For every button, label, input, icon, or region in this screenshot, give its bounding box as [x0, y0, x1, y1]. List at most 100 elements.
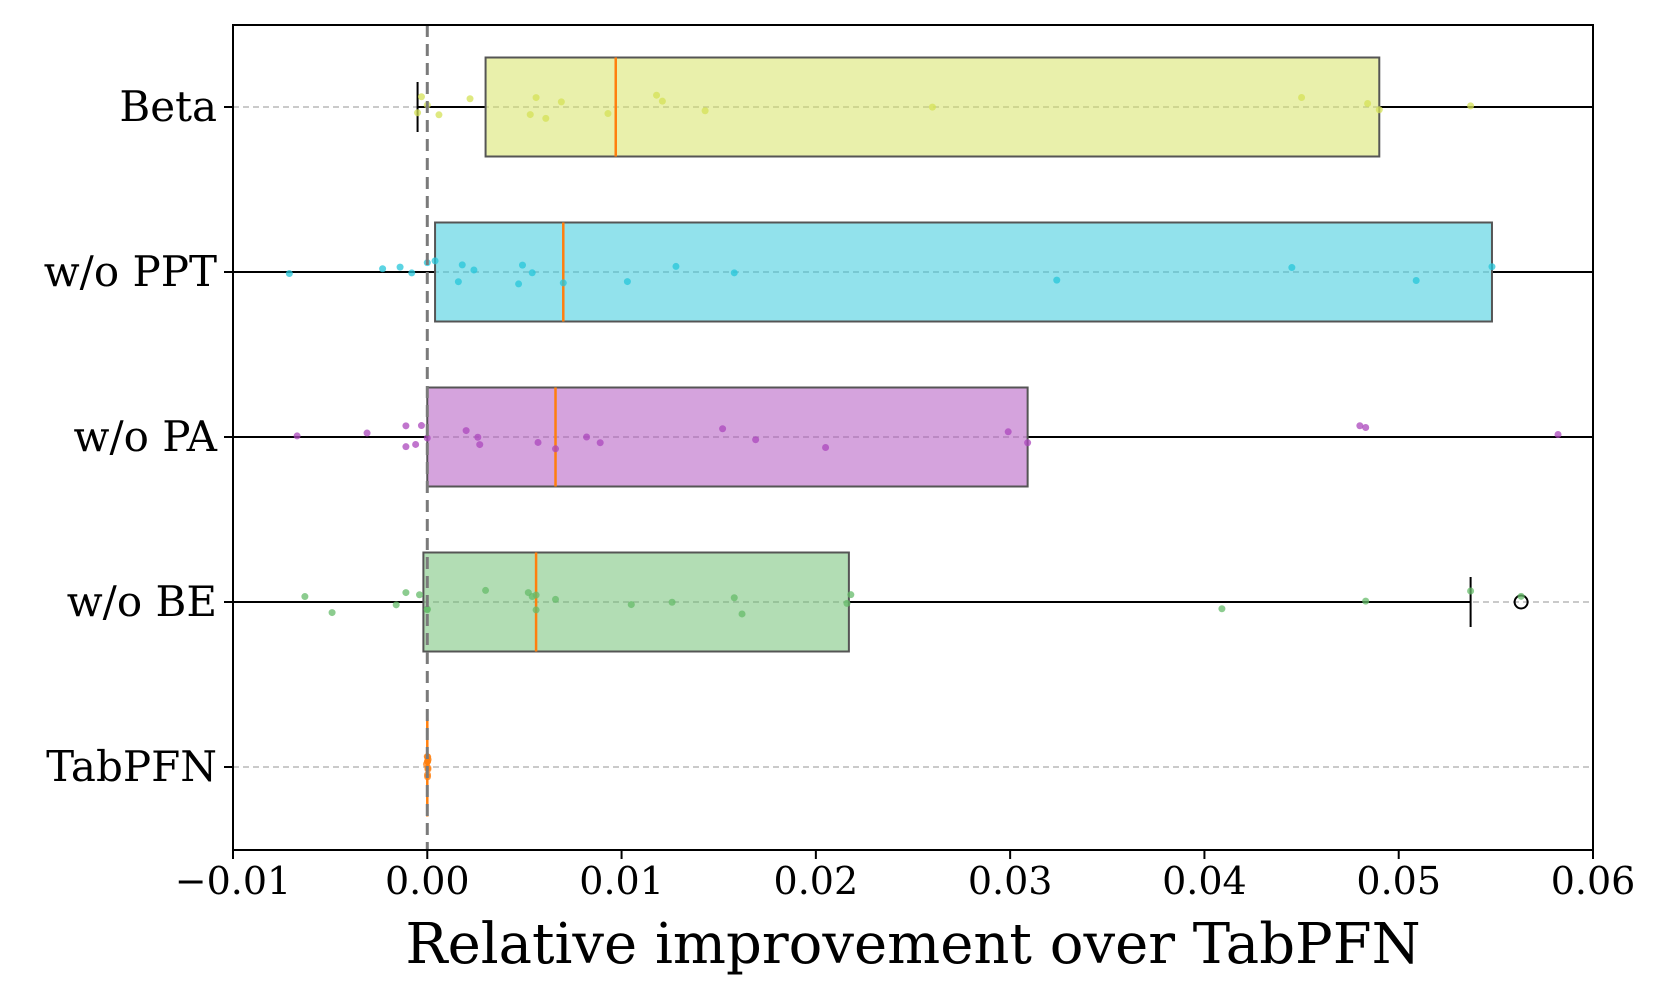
point-w-o-ppt-7	[458, 261, 466, 269]
point-w-o-pa-16	[822, 443, 830, 451]
point-w-o-be-1	[328, 609, 336, 617]
category-label-beta: Beta	[119, 82, 217, 131]
point-w-o-pa-15	[752, 436, 760, 444]
point-beta-1	[417, 93, 425, 101]
x-tick-label-7: 0.06	[1551, 859, 1636, 903]
axes-layer: Beta w/o PPT w/o PA w/o BE TabPFN −0.01 0.00 0.…	[44, 82, 1636, 903]
point-beta-9	[604, 110, 612, 118]
x-tick-label-6: 0.05	[1356, 859, 1441, 903]
point-w-o-be-6	[423, 605, 431, 613]
point-w-o-be-19	[1218, 605, 1226, 613]
x-tick-label-2: 0.01	[579, 859, 664, 903]
point-w-o-be-18	[847, 591, 855, 599]
point-w-o-pa-13	[596, 439, 604, 447]
point-w-o-pa-1	[363, 429, 371, 437]
point-w-o-ppt-1	[379, 265, 387, 273]
point-w-o-pa-21	[1554, 430, 1562, 438]
point-w-o-ppt-14	[672, 262, 680, 270]
point-w-o-ppt-5	[431, 257, 439, 265]
point-w-o-ppt-12	[559, 279, 567, 287]
point-w-o-pa-12	[583, 433, 591, 441]
point-w-o-be-20	[1362, 597, 1370, 605]
point-w-o-be-0	[301, 593, 309, 601]
x-tick-label-5: 0.04	[1162, 859, 1247, 903]
category-label-w-o-pa: w/o PA	[74, 412, 218, 461]
point-beta-5	[526, 111, 534, 119]
point-w-o-be-15	[730, 594, 738, 602]
point-beta-3	[435, 111, 443, 119]
point-w-o-be-21	[1467, 587, 1475, 595]
point-beta-8	[557, 98, 565, 106]
point-beta-11	[658, 97, 666, 105]
point-w-o-pa-3	[402, 422, 410, 430]
point-w-o-ppt-13	[623, 278, 631, 286]
point-w-o-ppt-2	[396, 263, 404, 271]
category-label-w-o-ppt: w/o PPT	[44, 247, 217, 296]
point-w-o-pa-10	[534, 438, 542, 446]
point-w-o-ppt-6	[454, 278, 462, 286]
point-w-o-pa-7	[462, 427, 470, 435]
point-w-o-be-2	[392, 601, 400, 609]
point-w-o-pa-2	[402, 443, 410, 451]
point-beta-7	[542, 114, 550, 122]
point-w-o-pa-4	[412, 440, 420, 448]
point-w-o-be-7	[482, 586, 490, 594]
point-beta-15	[1364, 99, 1372, 107]
point-beta-13	[928, 103, 936, 111]
point-beta-16	[1375, 106, 1383, 114]
point-w-o-be-4	[416, 591, 424, 599]
x-tick-label-4: 0.03	[968, 859, 1053, 903]
point-w-o-ppt-3	[408, 269, 416, 277]
point-w-o-ppt-10	[518, 261, 526, 269]
boxes-layer	[233, 56, 1593, 817]
points-layer	[285, 91, 1562, 781]
point-w-o-be-12	[552, 595, 560, 603]
point-w-o-be-10	[532, 606, 540, 614]
box-w-o-be	[422, 551, 850, 653]
point-beta-0	[414, 109, 422, 117]
point-w-o-ppt-16	[1053, 276, 1061, 284]
category-label-w-o-be: w/o BE	[67, 577, 217, 626]
point-w-o-be-3	[402, 589, 410, 597]
point-w-o-pa-6	[423, 434, 431, 442]
point-w-o-ppt-15	[730, 269, 738, 277]
point-beta-4	[466, 95, 474, 103]
point-w-o-ppt-19	[1488, 263, 1496, 271]
point-w-o-be-11	[532, 591, 540, 599]
box-w-o-pa	[426, 386, 1029, 488]
point-w-o-be-14	[668, 598, 676, 606]
point-w-o-pa-11	[552, 445, 560, 453]
x-axis-title: Relative improvement over TabPFN	[405, 912, 1420, 977]
point-beta-14	[1298, 94, 1306, 102]
point-w-o-be-13	[627, 601, 635, 609]
point-w-o-be-16	[738, 610, 746, 618]
point-w-o-pa-17	[1004, 428, 1012, 436]
point-w-o-ppt-8	[470, 266, 478, 274]
x-tick-label-0: −0.01	[175, 859, 291, 903]
point-beta-6	[532, 94, 540, 102]
point-w-o-ppt-18	[1412, 277, 1420, 285]
point-w-o-pa-14	[719, 425, 727, 433]
box-w-o-ppt	[434, 221, 1493, 323]
point-w-o-ppt-17	[1288, 264, 1296, 272]
point-tabpfn-9	[424, 757, 432, 765]
point-w-o-pa-0	[293, 432, 301, 440]
point-w-o-ppt-0	[285, 270, 293, 278]
point-w-o-ppt-11	[528, 269, 536, 277]
point-w-o-pa-5	[417, 422, 425, 430]
point-w-o-ppt-9	[515, 280, 523, 288]
point-w-o-pa-18	[1024, 439, 1032, 447]
point-w-o-pa-8	[474, 433, 482, 441]
point-w-o-be-17	[843, 599, 851, 607]
point-beta-12	[701, 107, 709, 115]
point-w-o-pa-19	[1356, 422, 1364, 430]
point-beta-17	[1467, 102, 1475, 110]
x-tick-label-3: 0.02	[774, 859, 859, 903]
point-w-o-pa-9	[476, 441, 484, 449]
point-beta-10	[653, 91, 661, 99]
x-tick-label-1: 0.00	[385, 859, 470, 903]
category-label-tabpfn: TabPFN	[46, 742, 217, 791]
point-w-o-pa-20	[1362, 423, 1370, 431]
